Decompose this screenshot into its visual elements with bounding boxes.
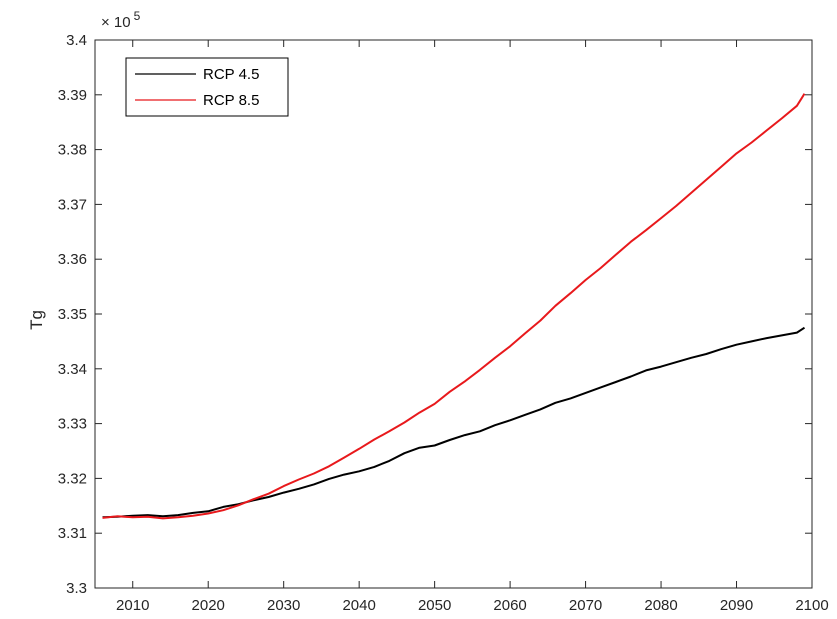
x-tick-label: 2050	[418, 597, 451, 614]
x-tick-label: 2040	[342, 597, 375, 614]
legend-box	[125, 57, 289, 117]
x-tick-label: 2070	[569, 597, 602, 614]
plot-background	[95, 40, 812, 588]
legend: RCP 4.5 RCP 8.5	[125, 57, 289, 117]
y-tick-label: 3.3	[66, 580, 87, 597]
y-tick-label: 3.36	[58, 251, 87, 268]
y-tick-label: 3.38	[58, 142, 87, 159]
ticks: 2010 2020 2030 2040 2050 2060 2070 2080 2090 2100…	[58, 32, 829, 614]
series-line-rcp-8-5	[102, 93, 806, 520]
y-tick-label: 3.37	[58, 196, 87, 213]
legend-label-rcp85: RCP 8.5	[203, 92, 259, 109]
x-tick-label: 2010	[116, 597, 149, 614]
x-tick-label: 2100	[795, 597, 828, 614]
legend-label-rcp45: RCP 4.5	[203, 66, 259, 83]
y-tick-label: 3.4	[66, 32, 87, 49]
y-exponent-label: × 10 5	[101, 9, 141, 31]
y-tick-label: 3.34	[58, 361, 87, 378]
y-tick-label: 3.32	[58, 470, 87, 487]
x-tick-label: 2080	[644, 597, 677, 614]
y-tick-label: 3.33	[58, 416, 87, 433]
y-tick-label: 3.39	[58, 87, 87, 104]
series-line-rcp-4-5	[102, 326, 806, 519]
plot-area	[95, 40, 812, 588]
series	[102, 93, 806, 520]
x-tick-label: 2060	[493, 597, 526, 614]
exponent-power: 5	[134, 9, 141, 23]
y-axis-label: Tg	[27, 310, 46, 330]
x-tick-label: 2090	[720, 597, 753, 614]
x-tick-label: 2030	[267, 597, 300, 614]
y-tick-label: 3.35	[58, 306, 87, 323]
y-tick-label: 3.31	[58, 525, 87, 542]
exponent-base: × 10	[101, 14, 131, 31]
x-tick-label: 2020	[192, 597, 225, 614]
